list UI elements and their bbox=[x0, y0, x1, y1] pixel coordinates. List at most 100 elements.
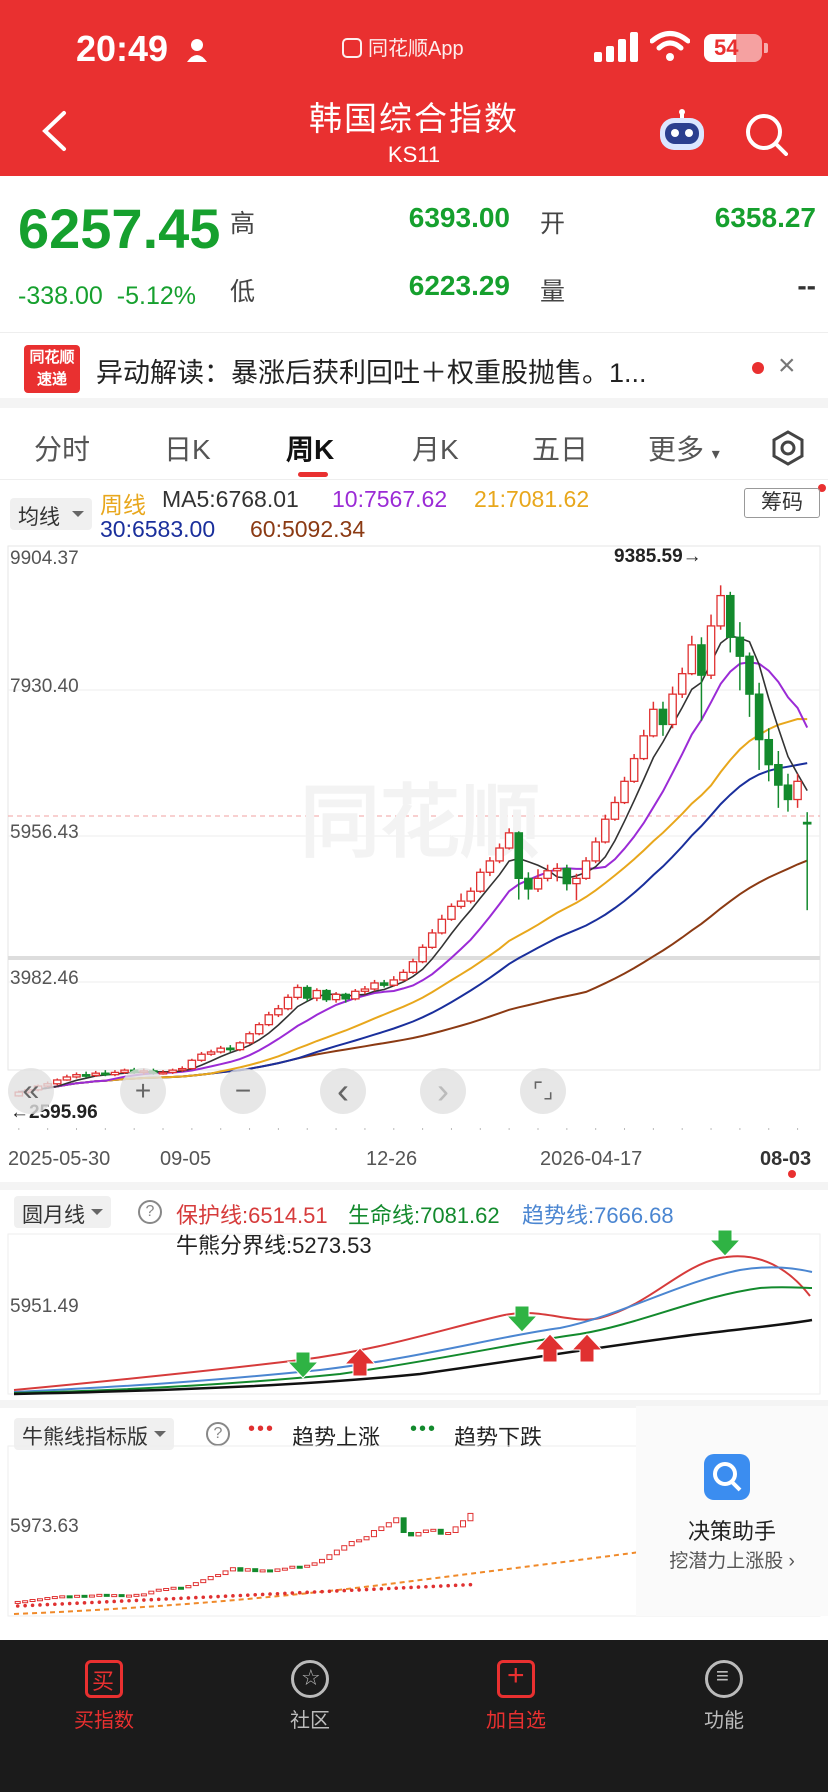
news-text[interactable]: 异动解读：暴涨后获利回吐＋权重股抛售。1... bbox=[96, 358, 647, 388]
candle[interactable] bbox=[72, 1074, 81, 1078]
candle[interactable] bbox=[543, 870, 552, 879]
candle[interactable] bbox=[437, 918, 447, 934]
candle[interactable] bbox=[456, 900, 466, 908]
candle[interactable] bbox=[447, 905, 456, 920]
search-button[interactable] bbox=[744, 112, 788, 156]
candle[interactable] bbox=[351, 990, 360, 1000]
nav-functions[interactable]: ≡ 功能 bbox=[664, 1650, 784, 1733]
candle[interactable] bbox=[427, 932, 437, 948]
candle[interactable] bbox=[418, 946, 427, 963]
scroll-right-button[interactable]: › bbox=[420, 1068, 466, 1114]
candle[interactable] bbox=[687, 644, 697, 675]
candle[interactable] bbox=[552, 867, 562, 872]
candle[interactable] bbox=[562, 867, 572, 885]
assistant-subtitle[interactable]: 挖潜力上涨股 › bbox=[669, 1551, 795, 1572]
candle[interactable] bbox=[639, 735, 649, 760]
candle[interactable] bbox=[177, 1067, 187, 1071]
candle[interactable] bbox=[514, 832, 524, 879]
decision-assistant-card[interactable]: 决策助手 挖潜力上涨股 › bbox=[636, 1406, 828, 1616]
candle[interactable] bbox=[716, 594, 725, 627]
tab-more[interactable]: 更多 ▾ bbox=[648, 434, 720, 465]
candle[interactable] bbox=[274, 1008, 283, 1016]
candle[interactable] bbox=[360, 988, 370, 992]
candle[interactable] bbox=[629, 757, 639, 782]
candle[interactable] bbox=[600, 818, 610, 843]
candle[interactable] bbox=[81, 1074, 91, 1077]
news-banner[interactable]: 同花顺 速递 异动解读：暴涨后获利回吐＋权重股抛售。1... × bbox=[0, 332, 828, 408]
candle[interactable] bbox=[389, 979, 399, 986]
candle[interactable] bbox=[783, 784, 793, 801]
nav-buy-index[interactable]: 买 买指数 bbox=[44, 1650, 164, 1733]
candle[interactable] bbox=[293, 986, 302, 999]
candle[interactable] bbox=[475, 871, 485, 892]
candle[interactable] bbox=[341, 993, 351, 1000]
candle[interactable] bbox=[658, 708, 668, 726]
nav-community[interactable]: ☆ 社区 bbox=[250, 1650, 370, 1733]
candle[interactable] bbox=[312, 989, 322, 999]
candle[interactable] bbox=[331, 993, 341, 1001]
candle[interactable] bbox=[677, 673, 687, 695]
collapse-left-button[interactable]: « bbox=[8, 1068, 54, 1114]
candle[interactable] bbox=[495, 847, 504, 862]
candle[interactable] bbox=[533, 877, 543, 890]
candle[interactable] bbox=[322, 989, 331, 1001]
candle[interactable] bbox=[264, 1014, 274, 1026]
candle[interactable] bbox=[581, 860, 591, 879]
scroll-left-button[interactable]: ‹ bbox=[320, 1068, 366, 1114]
candle[interactable] bbox=[120, 1069, 129, 1074]
zoom-in-button[interactable]: + bbox=[120, 1068, 166, 1114]
candle[interactable] bbox=[802, 821, 812, 825]
candle[interactable] bbox=[774, 763, 783, 786]
candle[interactable] bbox=[466, 890, 475, 902]
ma-selector[interactable]: 均线 bbox=[10, 498, 92, 530]
candle[interactable] bbox=[764, 738, 774, 766]
tab-monthly[interactable]: 月K bbox=[412, 434, 459, 465]
candle[interactable] bbox=[668, 693, 677, 726]
candle[interactable] bbox=[485, 860, 495, 873]
candle[interactable] bbox=[735, 636, 745, 657]
candle[interactable] bbox=[226, 1047, 235, 1051]
candlestick-chart[interactable]: 同花顺 bbox=[0, 540, 828, 1130]
candle[interactable] bbox=[591, 841, 600, 862]
candle[interactable] bbox=[379, 982, 389, 986]
candle[interactable] bbox=[52, 1079, 62, 1085]
candle[interactable] bbox=[620, 780, 629, 804]
candle[interactable] bbox=[610, 801, 620, 820]
candle[interactable] bbox=[408, 961, 418, 973]
candle[interactable] bbox=[754, 693, 764, 741]
candle[interactable] bbox=[524, 877, 533, 890]
chip-button[interactable]: 筹码 bbox=[744, 488, 820, 518]
candle[interactable] bbox=[197, 1053, 206, 1061]
help-icon[interactable]: ? bbox=[206, 1422, 230, 1446]
candle[interactable] bbox=[235, 1042, 245, 1051]
robot-assistant-icon[interactable] bbox=[656, 108, 708, 154]
fit-screen-button[interactable]: ⌜⌟ bbox=[520, 1068, 566, 1114]
bull-bear-indicator-selector[interactable]: 牛熊线指标版 bbox=[14, 1418, 174, 1450]
candle[interactable] bbox=[745, 655, 754, 695]
close-icon[interactable]: × bbox=[778, 349, 796, 382]
candle[interactable] bbox=[697, 644, 706, 676]
candle[interactable] bbox=[187, 1059, 197, 1070]
candle[interactable] bbox=[62, 1076, 72, 1081]
nav-add-watchlist[interactable]: + 加自选 bbox=[486, 1659, 546, 1732]
candle[interactable] bbox=[206, 1051, 216, 1055]
candle[interactable] bbox=[283, 996, 293, 1010]
candle[interactable] bbox=[91, 1072, 101, 1077]
tab-daily[interactable]: 日K bbox=[164, 434, 211, 465]
candle[interactable] bbox=[572, 877, 581, 885]
help-icon[interactable]: ? bbox=[138, 1200, 162, 1224]
candle[interactable] bbox=[168, 1069, 177, 1074]
candle[interactable] bbox=[101, 1072, 110, 1076]
tab-weekly[interactable]: 周K bbox=[286, 434, 335, 465]
candle[interactable] bbox=[793, 780, 802, 801]
tab-minute[interactable]: 分时 bbox=[34, 434, 91, 465]
candle[interactable] bbox=[158, 1071, 168, 1075]
zoom-out-button[interactable]: − bbox=[220, 1068, 266, 1114]
candle[interactable] bbox=[216, 1047, 226, 1053]
candle[interactable] bbox=[302, 986, 312, 999]
candle[interactable] bbox=[725, 594, 735, 638]
tab-five-day[interactable]: 五日 bbox=[532, 434, 589, 465]
candle[interactable] bbox=[254, 1023, 264, 1035]
candle[interactable] bbox=[649, 708, 658, 737]
candle[interactable] bbox=[110, 1071, 120, 1076]
